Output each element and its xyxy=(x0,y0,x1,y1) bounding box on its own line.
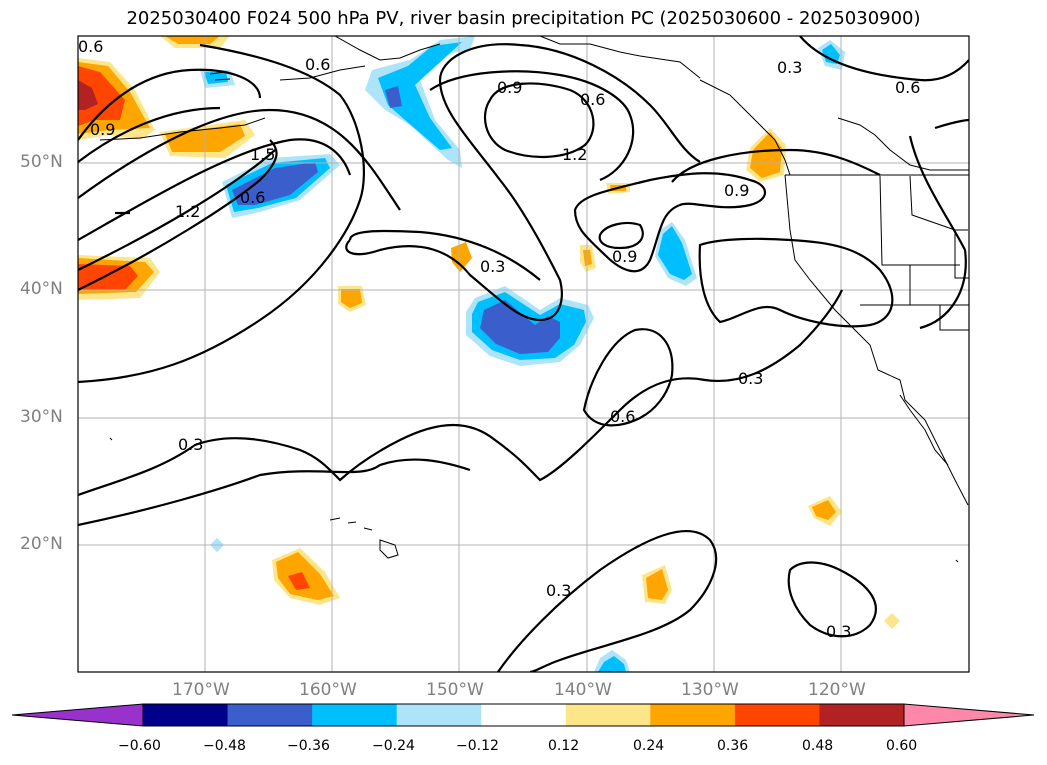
colorbar-tick: 0.24 xyxy=(633,738,665,754)
map-panel: 0.6 0.6 0.9 0.6 0.3 0.6 0.9 1.2 1.5 0.6 … xyxy=(78,36,969,672)
lat-label: 50°N xyxy=(20,152,63,172)
contour-label: 0.6 xyxy=(610,407,635,426)
contour-label: 1.2 xyxy=(175,202,200,221)
lon-label: 150°W xyxy=(426,680,484,700)
colorbar-tick: −0.24 xyxy=(372,738,415,754)
map-frame xyxy=(77,35,970,673)
lon-label: 140°W xyxy=(554,680,612,700)
colorbar-segment xyxy=(227,704,313,726)
contour-label: 1.2 xyxy=(562,145,587,164)
colorbar-tick: −0.60 xyxy=(118,738,161,754)
contour-label: 0.9 xyxy=(497,78,522,97)
colorbar-outline xyxy=(142,703,905,727)
contour-label: 0.3 xyxy=(826,622,851,641)
lon-label: 120°W xyxy=(808,680,866,700)
graticule xyxy=(78,36,969,672)
lon-label: 130°W xyxy=(681,680,739,700)
contour-label: 0.3 xyxy=(480,257,505,276)
contour-label: 0.6 xyxy=(580,90,605,109)
colorbar-tick: −0.36 xyxy=(287,738,330,754)
contour-label: 0.3 xyxy=(178,435,203,454)
map-title: 2025030400 F024 500 hPa PV, river basin … xyxy=(126,8,921,29)
precip-fills xyxy=(78,36,900,672)
colorbar-tick: 0.48 xyxy=(802,738,834,754)
contour-label: 0.3 xyxy=(546,581,571,600)
colorbar-extend-high xyxy=(903,703,1035,727)
colorbar-tick: 0.60 xyxy=(886,738,918,754)
coastlines xyxy=(99,36,969,563)
colorbar-segment xyxy=(565,704,651,726)
pv-contours xyxy=(78,36,969,672)
colorbar-tick: −0.12 xyxy=(456,738,499,754)
contour-label: 0.6 xyxy=(305,55,330,74)
contour-label: 0.3 xyxy=(777,58,802,77)
colorbar-tick: −0.48 xyxy=(203,738,246,754)
colorbar-segment xyxy=(396,704,482,726)
colorbar xyxy=(11,703,1035,727)
lon-label: 160°W xyxy=(299,680,357,700)
contour-label: 0.9 xyxy=(724,181,749,200)
contour-label: 0.3 xyxy=(738,369,763,388)
contour-label: 0.6 xyxy=(895,78,920,97)
colorbar-segment xyxy=(481,704,567,726)
contour-label: 1.5 xyxy=(250,145,275,164)
lon-label: 170°W xyxy=(172,680,230,700)
colorbar-tick: 0.36 xyxy=(717,738,749,754)
contour-label: 0.6 xyxy=(78,37,103,56)
colorbar-segment xyxy=(650,704,736,726)
colorbar-segment xyxy=(143,704,229,726)
contour-labels: 0.6 0.6 0.9 0.6 0.3 0.6 0.9 1.2 1.5 0.6 … xyxy=(78,37,920,641)
colorbar-segment xyxy=(734,704,820,726)
contour-label: 0.9 xyxy=(90,120,115,139)
lat-label: 20°N xyxy=(20,534,63,554)
colorbar-tick: 0.12 xyxy=(548,738,580,754)
lat-label: 40°N xyxy=(20,279,63,299)
colorbar-segment xyxy=(312,704,398,726)
contour-label: 0.6 xyxy=(240,188,265,207)
colorbar-extend-low xyxy=(11,703,144,727)
contour-label: 0.9 xyxy=(612,247,637,266)
lat-label: 30°N xyxy=(20,407,63,427)
colorbar-segment xyxy=(819,704,905,726)
